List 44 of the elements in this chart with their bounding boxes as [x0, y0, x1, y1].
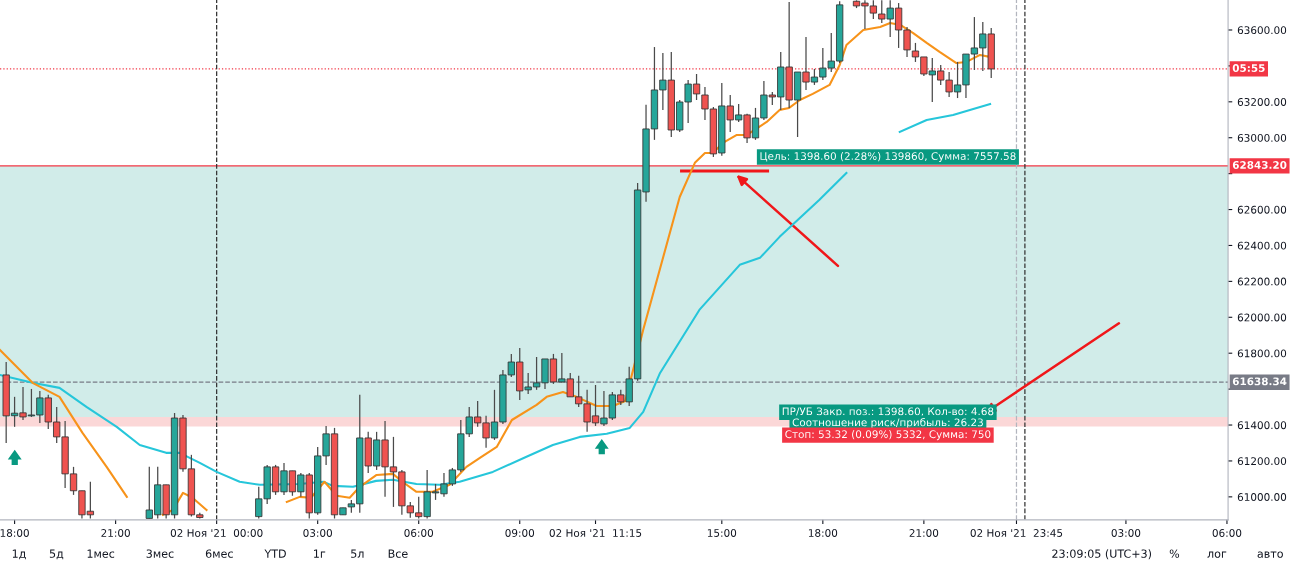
text: 5д: [49, 549, 64, 560]
text: YTD: [264, 549, 286, 558]
x-tick-label: 15:00: [707, 529, 737, 537]
y-tick-label: 61800.00: [1237, 349, 1287, 358]
x-tick-label: 18:00: [808, 529, 838, 537]
text: авто: [1257, 551, 1283, 558]
y-tick-label: 61400.00: [1237, 421, 1287, 430]
text: 5л: [351, 549, 364, 558]
annotation: Цель: 1398.60 (2.28%) 139860, Сумма: 7557.58: [760, 151, 1016, 163]
y-tick-label: 62400.00: [1237, 241, 1287, 250]
x-tick-label: 03:00: [1111, 529, 1141, 537]
x-tick-label: 06:00: [1212, 529, 1242, 537]
y-tick-label: 63600.00: [1237, 26, 1287, 35]
y-tick-label: 63000.00: [1237, 133, 1287, 142]
annotation: ПР/УБ Закр. поз.: 1398.60, Кол-во: 4.68: [782, 407, 994, 418]
ref-line-label: 61638.34: [1232, 377, 1287, 386]
text: %: [1169, 549, 1180, 558]
x-tick-label: 03:00: [303, 529, 332, 537]
y-tick-label: 61000.00: [1237, 493, 1287, 501]
y-tick-label: 62200.00: [1237, 277, 1287, 286]
y-tick-label: 63200.00: [1237, 98, 1287, 106]
text: Все: [388, 549, 408, 558]
x-tick-label: 18:00: [0, 529, 29, 537]
text: лог: [1207, 551, 1227, 558]
text: 1д: [12, 549, 26, 560]
text: 1мес: [87, 549, 115, 558]
text: 6мес: [205, 549, 233, 558]
text: 05:55: [1232, 64, 1265, 72]
text: 23:09:05 (UTC+3): [1052, 549, 1152, 560]
x-tick-label: 02 Ноя '21 23:45: [970, 529, 1063, 537]
annotation: Стоп: 53.32 (0.09%) 5332, Сумма: 750: [785, 430, 991, 441]
ref-line-label: 62843.20: [1232, 161, 1287, 169]
x-tick-label: 02 Ноя '21 00:00: [170, 529, 263, 537]
text: 1г: [314, 549, 326, 558]
x-tick-label: 21:00: [101, 529, 130, 537]
annotation: Соотношение риск/прибыль: 26.23: [792, 418, 983, 429]
y-tick-label: 61200.00: [1237, 457, 1287, 466]
x-tick-label: 06:00: [404, 529, 434, 537]
text: 3мес: [146, 549, 174, 558]
x-tick-label: 02 Ноя '21 11:15: [549, 529, 642, 537]
y-tick-label: 62000.00: [1237, 313, 1287, 322]
x-tick-label: 09:00: [505, 529, 535, 537]
x-tick-label: 21:00: [909, 529, 939, 537]
y-tick-label: 62600.00: [1237, 205, 1287, 214]
